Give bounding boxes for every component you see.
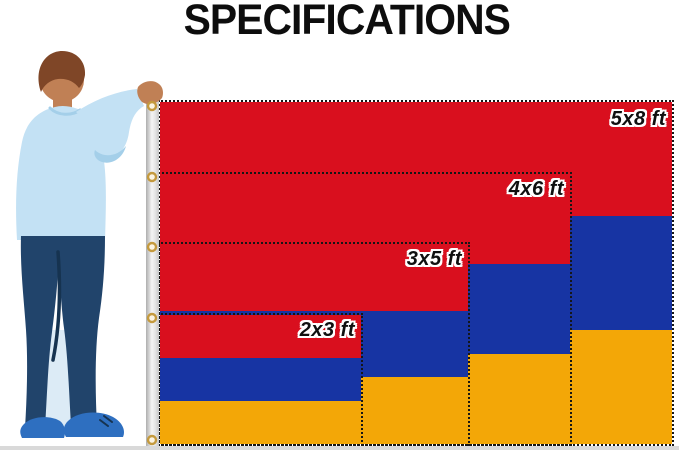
between-legs-highlight [44,330,74,430]
grommet [146,171,158,183]
flag-size-label: 3x5 ft [406,248,462,270]
flag-2x3-ft: 2x3 ft [158,313,363,446]
elbow-shading [94,146,126,163]
raised-arm [76,89,144,161]
back-leg [20,236,60,428]
page-title: SPECIFICATIONS [183,0,510,44]
hand [137,81,163,105]
torso-shirt [16,105,106,241]
hair [38,51,86,92]
title-bar: SPECIFICATIONS [0,0,679,45]
person-illustration [16,51,163,446]
stripe-red [160,315,361,358]
flag-size-label: 4x6 ft [508,178,564,200]
front-leg [59,236,105,426]
grommet [146,241,158,253]
grommet [146,100,158,112]
stripe-red [160,244,468,311]
back-shoe [20,417,65,438]
stripe-orange [160,401,361,444]
grommet [146,434,158,446]
baseline-strip [0,446,679,450]
shoe-laces [99,415,113,427]
grommet [146,312,158,324]
stripe-blue [160,358,361,401]
flag-size-label: 2x3 ft [299,319,355,341]
pants-seam [51,250,62,362]
flag-size-label: 5x8 ft [610,108,666,130]
